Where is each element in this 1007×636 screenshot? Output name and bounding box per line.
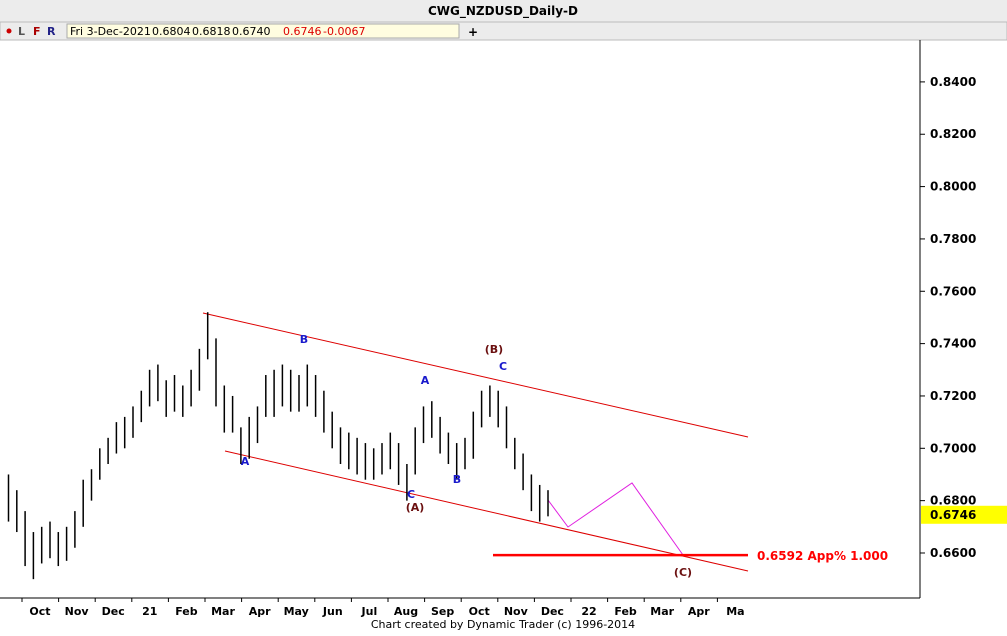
y-tick-label: 0.6600 <box>930 546 976 560</box>
footer: Chart created by Dynamic Trader (c) 1996… <box>371 618 635 631</box>
x-tick-label: Dec <box>541 605 564 618</box>
x-tick-label: Ma <box>726 605 744 618</box>
target-label: 0.6592 App% 1.000 <box>757 549 888 563</box>
x-tick-label: Aug <box>394 605 418 618</box>
y-tick-label: 0.7000 <box>930 441 976 455</box>
info-close: 0.6746 <box>283 25 322 38</box>
y-tick-label: 0.8200 <box>930 127 976 141</box>
x-tick-label: Jun <box>322 605 343 618</box>
wave-label: C <box>499 360 507 373</box>
wave-label: B <box>300 333 308 346</box>
x-tick-label: Jul <box>361 605 378 618</box>
y-tick-label: 0.7200 <box>930 389 976 403</box>
info-date: Fri 3-Dec-2021 <box>70 25 151 38</box>
wave-label: C <box>407 488 415 501</box>
info-box <box>66 23 460 39</box>
y-tick-label: 0.8000 <box>930 180 976 194</box>
info-open: 0.6804 <box>152 25 191 38</box>
x-tick-label: Mar <box>650 605 674 618</box>
x-tick-label: Feb <box>614 605 637 618</box>
x-tick-label: Nov <box>65 605 90 618</box>
x-tick-label: May <box>284 605 309 618</box>
x-tick-label: Apr <box>688 605 710 618</box>
y-tick-label: 0.6800 <box>930 494 976 508</box>
wave-label: A <box>421 374 430 387</box>
toolbar-button[interactable]: R <box>47 25 56 38</box>
x-tick-label: Oct <box>469 605 490 618</box>
wave-label: A <box>241 455 250 468</box>
x-tick-label: Oct <box>29 605 50 618</box>
info-change: -0.0067 <box>323 25 365 38</box>
wave-label: (A) <box>406 501 425 514</box>
add-button[interactable]: + <box>468 25 478 39</box>
toolbar-button[interactable]: F <box>33 25 41 38</box>
last-price-box <box>921 505 1007 524</box>
x-tick-label: Mar <box>211 605 235 618</box>
x-tick-label: 21 <box>142 605 157 618</box>
x-tick-label: Sep <box>431 605 454 618</box>
x-tick-label: Dec <box>102 605 125 618</box>
y-tick-label: 0.7800 <box>930 232 976 246</box>
x-tick-label: 22 <box>581 605 596 618</box>
wave-label: B <box>453 473 461 486</box>
y-tick-label: 0.7600 <box>930 284 976 298</box>
info-low: 0.6740 <box>232 25 271 38</box>
title-bar <box>0 0 1007 22</box>
info-high: 0.6818 <box>192 25 231 38</box>
channel-lower <box>224 450 749 572</box>
dot-icon <box>6 28 12 34</box>
wave-label: (B) <box>485 343 503 356</box>
wave-label: (C) <box>674 566 692 579</box>
x-tick-label: Nov <box>504 605 529 618</box>
channel-upper <box>202 312 749 438</box>
projection-arrows <box>547 482 684 556</box>
x-tick-label: Apr <box>249 605 271 618</box>
toolbar-button[interactable]: L <box>18 25 25 38</box>
x-tick-label: Feb <box>175 605 198 618</box>
last-price-label: 0.6746 <box>930 508 976 522</box>
chart-title: CWG_NZDUSD_Daily-D <box>428 4 578 19</box>
y-tick-label: 0.8400 <box>930 75 976 89</box>
y-tick-label: 0.7400 <box>930 337 976 351</box>
